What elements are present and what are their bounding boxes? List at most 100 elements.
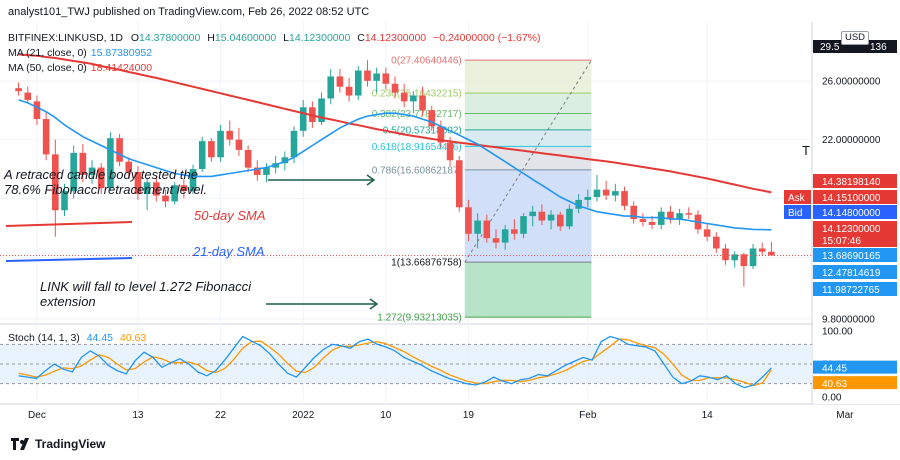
candle-body	[336, 76, 344, 87]
price-tag-text: 15:07:46	[822, 236, 861, 247]
candle-body	[125, 161, 133, 172]
stoch-tick-label: 0.00	[822, 392, 842, 403]
time-tick-label: 13	[132, 410, 144, 421]
candle-body	[208, 141, 215, 158]
candle-body	[281, 157, 289, 164]
ma21-legend[interactable]: MA (21, close, 0) 15.87380952	[8, 47, 152, 59]
time-tick-label: 22	[215, 410, 227, 421]
annotation-retrace: A retraced candle body tested the 78.6% …	[4, 167, 207, 197]
price-tag-text: 12.47814619	[822, 268, 881, 279]
candle-body	[373, 73, 380, 81]
ma50-legend[interactable]: MA (50, close, 0) 18.41424000	[8, 62, 152, 74]
price-tag	[813, 248, 897, 262]
fib-trend-line	[464, 59, 592, 263]
price-tag-side-label: Bid	[788, 208, 802, 219]
annotation-fall-line1: LINK will fall to level 1.272 Fibonacci	[40, 279, 251, 294]
time-tick-label: 19	[463, 410, 475, 421]
time-tick-label: 14	[702, 410, 714, 421]
fib-band	[464, 113, 592, 130]
candle-body	[501, 229, 509, 243]
candle-body	[731, 254, 738, 261]
low-value: 14.12300000	[288, 32, 351, 44]
annotation-sma21: 21-day SMA	[193, 244, 265, 259]
candle-body	[61, 191, 68, 211]
candle-body	[152, 182, 160, 196]
high-value: 15.04600000	[214, 32, 277, 44]
publisher-line: analyst101_TWJ published on TradingView.…	[8, 6, 370, 18]
candle-body	[566, 208, 573, 227]
candle-body	[15, 88, 22, 92]
candle-body	[703, 229, 711, 237]
candle-body	[685, 213, 693, 215]
time-tick-label: Mar	[836, 410, 854, 421]
stoch-band	[0, 344, 812, 384]
price-tag-text: 11.98722765	[822, 285, 880, 296]
top-price-tag-tail: 136	[870, 42, 887, 53]
tradingview-brand[interactable]: TradingView	[10, 437, 105, 451]
candle-body	[52, 154, 59, 211]
fib-band	[464, 129, 592, 147]
stoch-d-tag-text: 40.63	[822, 379, 847, 390]
candle-body	[299, 107, 307, 131]
candle-body	[511, 229, 518, 234]
candle-body	[42, 119, 50, 155]
price-tag-text: 14.38198140	[822, 177, 881, 188]
candle-body	[318, 98, 325, 122]
fibonacci-retracement: 0(27.40640446) 0.236(25.16432215) 0.382(23…	[372, 56, 592, 324]
candle-body	[24, 92, 32, 100]
fib-level-label: 0.382(23.77862717)	[372, 109, 462, 120]
candle-body	[354, 70, 362, 96]
annotation-cut-letter: T	[802, 143, 810, 158]
candle-body	[474, 220, 481, 234]
candle-body	[446, 142, 454, 161]
fib-level-label: 1.272(9.93213035)	[377, 313, 462, 324]
price-axis: 26.0000000022.0000000018.0000000014.0000…	[784, 0, 900, 404]
stoch-legend[interactable]: Stoch (14, 1, 3) 44.45 40.63	[8, 332, 146, 344]
candle-body	[520, 216, 527, 234]
candle-body	[33, 101, 41, 120]
ma21-line	[18, 99, 772, 231]
candle-body	[593, 189, 601, 197]
fib-band	[464, 60, 592, 94]
candle-body	[107, 138, 114, 189]
ma21-value: 15.87380952	[90, 47, 153, 59]
candle-body	[455, 160, 463, 208]
time-tick-label: Feb	[579, 410, 597, 421]
tradingview-logo-icon	[11, 438, 29, 450]
price-tick-label: 26.00000000	[822, 76, 881, 87]
candle-body	[538, 211, 546, 221]
symbol-label[interactable]: BITFINEX:LINKUSD, 1D	[8, 32, 123, 44]
candle-body	[602, 189, 610, 196]
candle-body	[400, 92, 408, 102]
candle-body	[244, 149, 252, 168]
time-axis: Dec 13 22 2022 10 19 Feb 14 Mar	[28, 410, 854, 421]
candle-body	[345, 86, 353, 96]
price-tag-side	[784, 190, 811, 204]
candle-body	[575, 199, 582, 209]
stoch-k-line	[18, 335, 772, 389]
low-label: L	[283, 32, 289, 44]
sma50-label-line	[5, 221, 133, 227]
candle-body	[116, 138, 123, 162]
candle-body	[382, 73, 390, 84]
currency-button[interactable]: USD	[841, 31, 869, 45]
annotation-fall: LINK will fall to level 1.272 Fibonacci …	[40, 279, 251, 309]
stoch-d-value: 40.63	[119, 332, 147, 344]
candle-body	[79, 152, 87, 175]
fib-level-label: 0.786(16.60862187)	[372, 165, 462, 176]
candle-body	[768, 251, 775, 256]
arrow-to-1272-level-head	[369, 298, 379, 310]
candle-body	[713, 236, 720, 249]
candle-body	[263, 167, 270, 175]
fib-band	[464, 93, 592, 114]
candle-body	[740, 254, 748, 267]
ma50-line	[18, 53, 772, 194]
fib-level-label: 0.618(18.91654486)	[372, 142, 462, 153]
annotation-retrace-line1: A retraced candle body tested the	[4, 167, 198, 182]
ohlc-legend: BITFINEX:LINKUSD, 1D O14.37800000 H15.04…	[8, 32, 541, 44]
fib-band	[464, 146, 592, 170]
price-tag	[813, 190, 897, 204]
candle-body	[612, 191, 619, 196]
fib-level-label: 0.236(25.16432215)	[372, 89, 462, 100]
